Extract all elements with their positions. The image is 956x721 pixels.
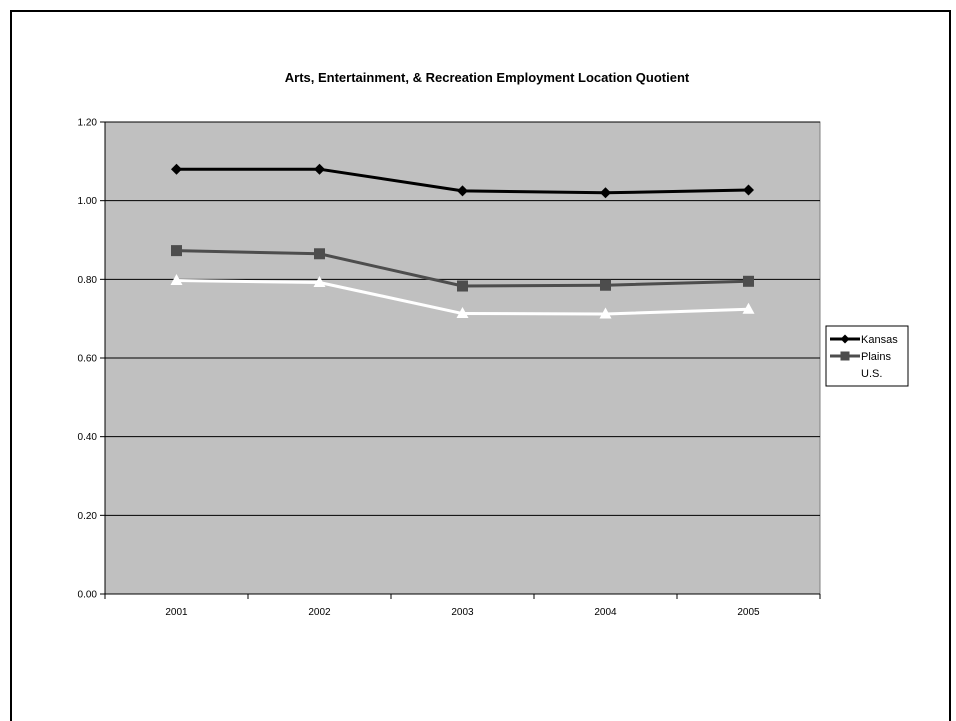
legend-item-plains: Plains — [830, 351, 891, 363]
data-point — [171, 245, 182, 257]
y-tick-label: 1.00 — [78, 196, 98, 207]
y-tick-label: 0.80 — [78, 275, 98, 286]
y-tick-label: 0.00 — [78, 590, 98, 601]
x-tick-label: 2002 — [308, 607, 331, 618]
data-point — [314, 248, 325, 260]
chart-title: Arts, Entertainment, & Recreation Employ… — [285, 70, 690, 85]
data-point — [600, 187, 611, 199]
data-point — [171, 163, 182, 175]
y-tick-label: 0.60 — [78, 354, 98, 365]
x-axis-ticks: 2001 2002 2003 2004 2005 — [104, 594, 821, 618]
legend-marker — [840, 367, 850, 377]
data-point — [170, 274, 183, 286]
gridlines — [105, 121, 820, 516]
legend-marker — [840, 351, 850, 361]
legend-marker — [840, 334, 850, 344]
legend-label: Plains — [861, 351, 891, 363]
data-point — [743, 184, 754, 196]
chart-frame — [10, 10, 951, 721]
legend: Kansas Plains U.S. — [825, 325, 909, 387]
series-plains — [171, 245, 754, 292]
y-tick-label: 1.20 — [78, 118, 98, 129]
data-point — [313, 275, 326, 287]
series-kansas — [171, 163, 754, 199]
legend-item-u-s: U.S. — [830, 367, 882, 380]
series-group — [170, 163, 755, 319]
data-point — [743, 275, 754, 287]
x-tick-label: 2004 — [594, 607, 617, 618]
data-point — [599, 307, 612, 319]
data-point — [457, 280, 468, 292]
data-point — [456, 307, 469, 319]
y-axis-ticks: 0.00 0.20 0.40 0.60 0.80 1.00 1.20 — [78, 118, 105, 601]
series-u-s — [170, 274, 755, 319]
data-point — [742, 302, 755, 314]
x-tick-label: 2001 — [165, 607, 188, 618]
y-tick-label: 0.20 — [78, 511, 98, 522]
x-tick-label: 2003 — [451, 607, 474, 618]
x-tick-label: 2005 — [737, 607, 760, 618]
legend-item-kansas: Kansas — [830, 334, 898, 346]
data-point — [600, 279, 611, 291]
data-point — [457, 185, 468, 197]
legend-label: U.S. — [861, 368, 882, 380]
data-point — [314, 163, 325, 175]
y-tick-label: 0.40 — [78, 432, 98, 443]
legend-label: Kansas — [861, 334, 898, 346]
